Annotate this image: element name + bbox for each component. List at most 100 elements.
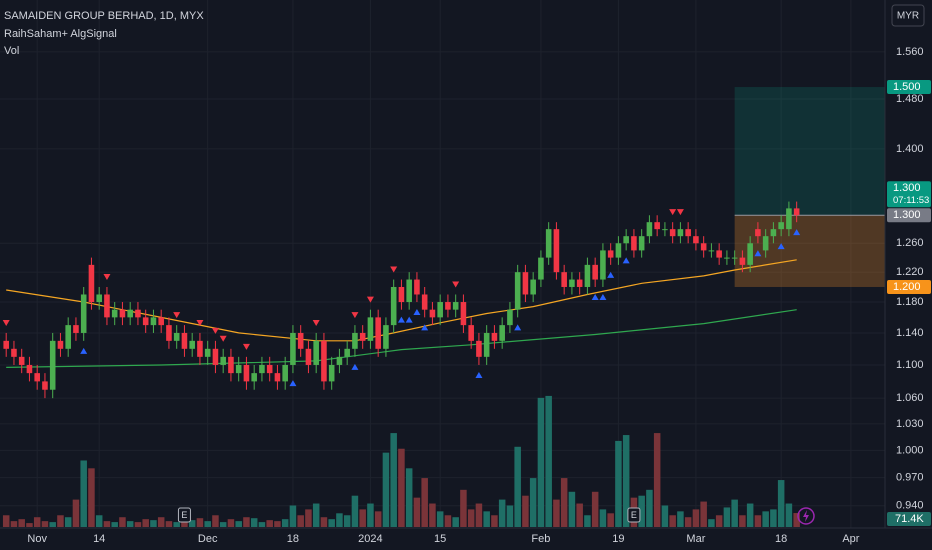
volume-bar bbox=[708, 519, 715, 527]
alert-icon[interactable] bbox=[797, 507, 815, 525]
volume-bar bbox=[305, 509, 312, 527]
candle-body bbox=[731, 257, 738, 259]
volume-bar bbox=[390, 433, 397, 527]
volume-bar bbox=[483, 511, 490, 527]
volume-bar bbox=[429, 503, 436, 527]
sell-signal bbox=[196, 319, 204, 326]
candle-body bbox=[421, 294, 428, 310]
x-tick-label: 14 bbox=[93, 533, 105, 545]
candle-body bbox=[778, 222, 784, 230]
volume-bar bbox=[762, 511, 769, 527]
volume-bar bbox=[41, 521, 49, 527]
candle-body bbox=[569, 279, 575, 287]
volume-bar bbox=[715, 515, 723, 527]
volume-bar bbox=[692, 509, 700, 527]
candle-body bbox=[375, 317, 381, 349]
volume-bar bbox=[72, 499, 80, 527]
candle-body bbox=[638, 236, 645, 251]
candle-body bbox=[437, 302, 443, 318]
volume-bar bbox=[49, 522, 56, 527]
candle-body bbox=[197, 340, 203, 357]
entry-label-box bbox=[887, 208, 931, 223]
volume-bar bbox=[413, 497, 421, 527]
candle-body bbox=[755, 229, 761, 237]
candle-body bbox=[522, 272, 529, 295]
candle-body bbox=[104, 294, 110, 318]
buy-signal bbox=[80, 347, 88, 354]
volume-bar bbox=[88, 468, 95, 527]
volume-bar bbox=[661, 505, 669, 527]
volume-bar bbox=[475, 503, 483, 527]
earnings-label: E bbox=[631, 510, 637, 520]
volume-bar bbox=[599, 509, 607, 527]
volume-bar bbox=[739, 515, 746, 527]
volume-bar bbox=[343, 515, 351, 527]
currency-button[interactable] bbox=[891, 4, 925, 27]
volume-bar bbox=[351, 495, 359, 527]
candle-body bbox=[576, 279, 583, 287]
y-tick-label: 0.940 bbox=[896, 500, 924, 512]
volume-bar bbox=[770, 509, 777, 527]
volume-bar bbox=[212, 515, 219, 527]
candle-body bbox=[57, 340, 64, 349]
candle-body bbox=[96, 294, 102, 303]
volume-bar bbox=[754, 515, 762, 527]
currency-label[interactable]: MYR bbox=[897, 11, 919, 22]
candle-body bbox=[328, 364, 335, 382]
volume-bar bbox=[607, 513, 614, 527]
x-tick-label: Feb bbox=[531, 533, 550, 545]
volume-bar bbox=[250, 518, 258, 527]
candle-body bbox=[181, 332, 188, 349]
candle-body bbox=[305, 348, 312, 365]
sell-signal bbox=[173, 312, 181, 319]
volume-bar bbox=[328, 519, 335, 527]
candle-body bbox=[321, 340, 327, 382]
volume-bar bbox=[646, 489, 653, 527]
candle-body bbox=[42, 381, 48, 390]
candle-body bbox=[88, 264, 95, 303]
x-tick-label: Apr bbox=[842, 533, 859, 545]
entry-label: 1.300 bbox=[893, 209, 921, 221]
buy-signal bbox=[397, 316, 405, 323]
earnings-marker bbox=[627, 507, 641, 523]
chart-title: SAMAIDEN GROUP BERHAD, 1D, MYX bbox=[4, 10, 204, 22]
y-tick-label: 1.180 bbox=[896, 296, 924, 308]
sell-signal bbox=[351, 312, 359, 319]
candle-body bbox=[243, 364, 250, 382]
candle-body bbox=[150, 317, 157, 326]
sell-signal bbox=[366, 296, 374, 303]
volume-bar bbox=[188, 520, 196, 527]
candle-body bbox=[228, 356, 234, 374]
buy-signal bbox=[475, 371, 483, 378]
buy-signal bbox=[405, 316, 413, 323]
buy-signal bbox=[754, 250, 762, 257]
candle-body bbox=[204, 348, 211, 357]
indicator-title: RaihSaham+ AlgSignal bbox=[4, 28, 117, 40]
buy-signal bbox=[793, 229, 801, 236]
volume-bar bbox=[498, 499, 506, 527]
volume-bar bbox=[126, 521, 134, 527]
volume-bar bbox=[405, 468, 413, 527]
candle-body bbox=[615, 243, 622, 258]
volume-bar bbox=[359, 509, 366, 527]
volume-bar bbox=[204, 521, 211, 527]
volume-bar bbox=[320, 517, 328, 527]
volume-bar bbox=[227, 519, 235, 527]
candle-body bbox=[739, 257, 746, 265]
candle-body bbox=[530, 279, 536, 295]
candle-body bbox=[274, 373, 281, 382]
candle-body bbox=[708, 250, 715, 252]
volume-bar bbox=[274, 521, 281, 527]
candle-body bbox=[398, 286, 405, 303]
stop-zone bbox=[734, 215, 885, 287]
buy-signal bbox=[421, 324, 429, 331]
candle-body bbox=[367, 317, 374, 341]
volume-bar bbox=[119, 517, 126, 527]
candle-body bbox=[290, 332, 296, 365]
candle-body bbox=[406, 279, 412, 303]
candle-body bbox=[352, 332, 358, 349]
volume-bar bbox=[2, 515, 10, 527]
candle-body bbox=[65, 325, 71, 349]
volume-bar bbox=[142, 519, 149, 527]
